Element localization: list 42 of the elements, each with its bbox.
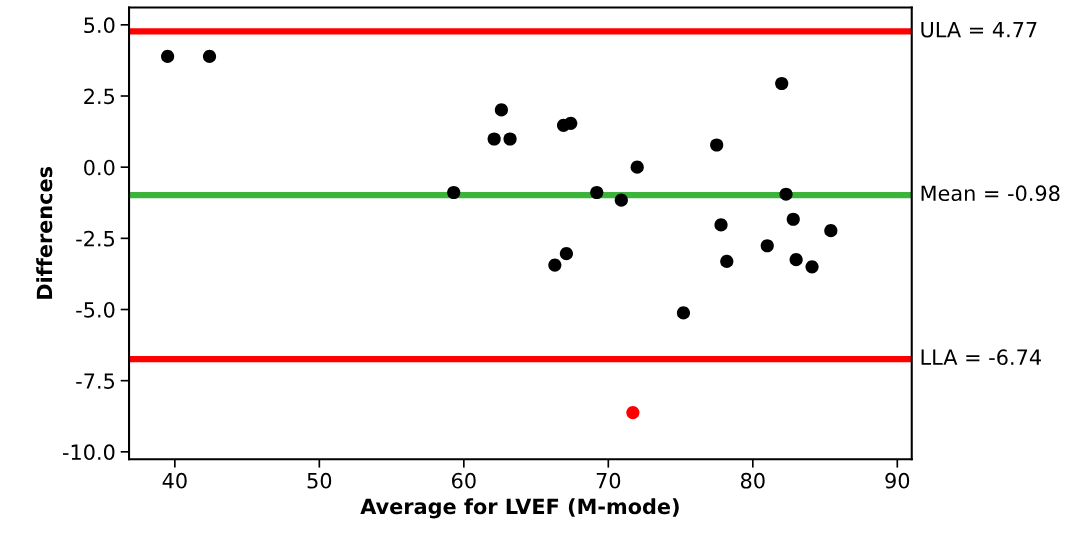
y-tick-label: 0.0 [84, 159, 115, 176]
y-tick-label: -5.0 [76, 301, 115, 318]
point [710, 138, 724, 152]
x-tick-label: 50 [307, 472, 332, 489]
point [824, 224, 838, 238]
point [590, 185, 604, 200]
x-tick-label: 90 [885, 472, 910, 489]
x-tick-label: 70 [596, 472, 621, 489]
point [676, 306, 691, 320]
point [487, 132, 501, 146]
point [720, 254, 734, 268]
y-tick-label: 5.0 [84, 17, 115, 34]
y-axis-title: Differences [36, 166, 53, 299]
point [614, 193, 628, 207]
point [494, 103, 508, 117]
point [789, 253, 803, 267]
point [805, 260, 819, 274]
x-axis-title: Average for LVEF (M-mode) [360, 498, 679, 519]
x-tick-label: 60 [452, 472, 476, 489]
y-tick-label: -10.0 [62, 444, 115, 461]
point [786, 212, 800, 226]
y-tick-label: -7.5 [76, 373, 115, 389]
point [559, 247, 573, 261]
y-tick-label: -2.5 [76, 230, 115, 247]
point [161, 49, 175, 64]
point [503, 132, 517, 146]
point [202, 49, 217, 64]
point [626, 405, 640, 420]
x-tick-label: 80 [740, 472, 765, 489]
point [548, 258, 562, 272]
y-tick-label: 2.5 [84, 88, 115, 105]
point [779, 187, 793, 201]
point [714, 218, 728, 232]
point [775, 76, 789, 91]
ref-line-label: ULA = 4.77 [921, 21, 1037, 38]
x-tick-label: 40 [162, 472, 187, 489]
ref-line-label: Mean = -0.98 [921, 185, 1060, 202]
point [760, 239, 774, 253]
ref-line-label: LLA = -6.74 [921, 349, 1041, 366]
point [630, 160, 644, 174]
point [564, 116, 578, 130]
point [447, 185, 461, 200]
